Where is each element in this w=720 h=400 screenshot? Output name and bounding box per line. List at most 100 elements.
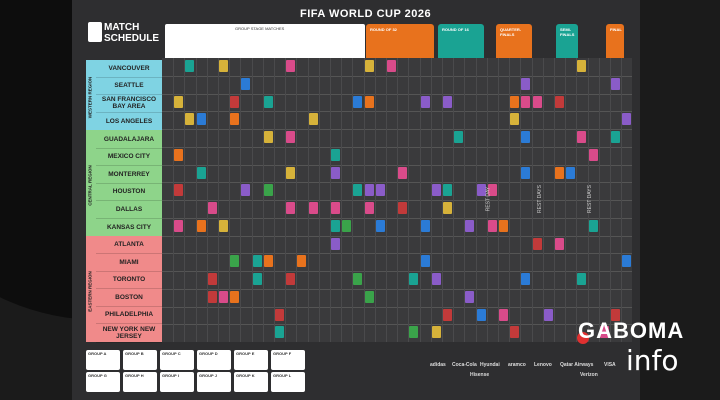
match-cell bbox=[375, 219, 385, 232]
grid-column-divider bbox=[285, 58, 287, 342]
match-cell bbox=[275, 308, 284, 321]
grid-row-divider bbox=[162, 200, 632, 201]
grid-column-divider bbox=[318, 58, 320, 342]
match-cell bbox=[499, 219, 508, 232]
match-cell bbox=[286, 60, 296, 72]
match-cell bbox=[532, 237, 542, 250]
city-houston: HOUSTON bbox=[96, 183, 162, 201]
grid-column-divider bbox=[195, 58, 197, 342]
match-cell bbox=[331, 166, 340, 179]
region-eastern: EASTERN REGION ATLANTA MIAMI TORONTO BOS… bbox=[86, 236, 162, 343]
match-schedule-logo: MATCH SCHEDULE bbox=[88, 22, 159, 62]
region-central: CENTRAL REGION GUADALAJARA MEXICO CITY M… bbox=[86, 130, 162, 237]
grid-row-divider bbox=[162, 111, 632, 113]
match-cell bbox=[230, 255, 240, 268]
grid-column-divider bbox=[296, 58, 298, 342]
match-cell bbox=[286, 166, 296, 179]
city-atlanta: ATLANTA bbox=[96, 236, 162, 254]
region-side-label: EASTERN REGION bbox=[86, 236, 96, 342]
city-mexico-city: MEXICO CITY bbox=[96, 148, 162, 166]
grid-column-divider bbox=[274, 58, 275, 342]
match-cell bbox=[465, 219, 475, 232]
grid-column-divider bbox=[576, 58, 578, 342]
match-cell bbox=[196, 219, 206, 232]
grid-row-divider bbox=[162, 324, 632, 326]
page-title: FIFA WORLD CUP 2026 bbox=[300, 8, 432, 20]
match-cell bbox=[263, 95, 273, 108]
match-cell bbox=[420, 95, 430, 108]
region-western: WESTERN REGION VANCOUVER SEATTLE SAN FRA… bbox=[86, 60, 162, 131]
match-cell bbox=[443, 184, 452, 197]
sponsor-logo: Coca-Cola bbox=[452, 362, 477, 368]
stage-label: ROUND OF 16 bbox=[442, 27, 469, 32]
group-table: GROUP L bbox=[271, 372, 305, 392]
grid-column-divider bbox=[229, 58, 231, 342]
grid-column-divider bbox=[475, 58, 477, 342]
grid-column-divider bbox=[464, 58, 466, 342]
stage-header-final: FINAL bbox=[606, 24, 624, 58]
grid-column-divider bbox=[610, 58, 611, 342]
match-cell bbox=[611, 131, 620, 143]
grid-column-divider bbox=[173, 58, 175, 342]
match-cell bbox=[263, 255, 273, 268]
city-guadalajara: GUADALAJARA bbox=[96, 130, 162, 149]
grid-column-divider bbox=[419, 58, 421, 342]
grid-column-divider bbox=[352, 58, 354, 342]
trophy-icon bbox=[88, 22, 102, 42]
grid-row-divider bbox=[162, 235, 632, 237]
match-cell bbox=[555, 166, 564, 179]
match-cell bbox=[577, 131, 587, 143]
grid-row-divider bbox=[162, 182, 632, 184]
grid-column-divider bbox=[397, 58, 399, 342]
match-cell bbox=[174, 184, 184, 197]
match-cell bbox=[219, 290, 228, 303]
match-cell bbox=[454, 131, 464, 143]
match-cell bbox=[465, 290, 475, 303]
grid-column-divider bbox=[621, 58, 623, 342]
match-cell bbox=[207, 290, 217, 303]
sponsor-logo: Hisense bbox=[470, 372, 490, 378]
match-cell bbox=[230, 113, 240, 126]
grid-column-divider bbox=[542, 58, 544, 342]
group-tables: GROUP A GROUP B GROUP C GROUP D GROUP E … bbox=[86, 346, 306, 392]
match-cell bbox=[510, 326, 520, 339]
group-stage-header: GROUP STAGE MATCHES bbox=[165, 24, 365, 64]
match-cell bbox=[353, 95, 363, 108]
match-cell bbox=[487, 219, 497, 232]
rest-days-label: REST DAYS bbox=[586, 185, 593, 213]
match-cell bbox=[331, 202, 340, 214]
match-cell bbox=[588, 219, 598, 232]
grid-column-divider bbox=[442, 58, 443, 342]
match-cell bbox=[263, 184, 273, 197]
grid-row-divider bbox=[162, 306, 632, 308]
city-philadelphia: PHILADELPHIA bbox=[96, 306, 162, 324]
city-miami: MIAMI bbox=[96, 253, 162, 272]
logo-line-2: SCHEDULE bbox=[104, 33, 160, 44]
match-cell bbox=[622, 255, 632, 268]
city-san-francisco: SAN FRANCISCO BAY AREA bbox=[96, 94, 162, 113]
city-dallas: DALLAS bbox=[96, 200, 162, 219]
match-cell bbox=[185, 113, 195, 126]
stage-label: QUARTER-FINALS bbox=[500, 27, 522, 37]
match-cell bbox=[241, 184, 251, 197]
match-cell bbox=[286, 273, 296, 285]
match-cell bbox=[342, 219, 352, 232]
match-cell bbox=[364, 60, 374, 72]
grid-column-divider bbox=[486, 58, 488, 342]
match-cell bbox=[599, 326, 609, 339]
group-table: GROUP A bbox=[86, 350, 120, 370]
grid-row-divider bbox=[162, 146, 632, 148]
match-cell bbox=[521, 131, 531, 143]
match-cell bbox=[331, 237, 340, 250]
city-kansas-city: KANSAS CITY bbox=[96, 218, 162, 237]
match-cell bbox=[476, 184, 486, 197]
grid-column-divider bbox=[251, 58, 253, 342]
match-cell bbox=[555, 95, 564, 108]
grid-row-divider bbox=[162, 164, 632, 166]
match-cell bbox=[207, 273, 217, 285]
match-cell bbox=[387, 60, 396, 72]
match-cell bbox=[398, 166, 408, 179]
group-table: GROUP E bbox=[234, 350, 268, 370]
grid-column-divider bbox=[240, 58, 242, 342]
stage-header-round-of-16: ROUND OF 16 bbox=[438, 24, 484, 58]
